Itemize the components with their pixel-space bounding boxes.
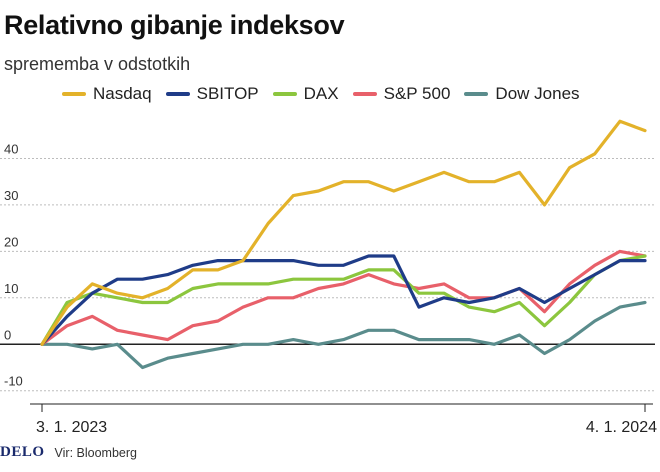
legend-item: S&P 500 <box>352 84 451 104</box>
x-tick-label: 4. 1. 2024 <box>586 419 657 436</box>
line-chart: -10 0 10 20 30 40 3. 1. 2023 4. 1. 2024 <box>0 119 657 436</box>
x-tick-label: 3. 1. 2023 <box>36 419 107 436</box>
series-line-nasdaq <box>40 119 647 346</box>
y-tick-label: 30 <box>4 188 18 203</box>
source-note: Vir: Bloomberg <box>54 445 137 460</box>
y-tick-label: 20 <box>4 234 18 249</box>
footer: DELO Vir: Bloomberg <box>0 444 137 461</box>
chart-title: Relativno gibanje indeksov <box>4 10 345 40</box>
legend-label: Dow Jones <box>495 84 580 103</box>
legend-item: SBITOP <box>165 84 259 104</box>
legend-swatch <box>272 92 297 96</box>
legend-swatch <box>165 92 190 96</box>
delo-logo: DELO <box>0 444 45 460</box>
legend-label: SBITOP <box>196 84 259 103</box>
y-tick-label: 10 <box>4 281 18 296</box>
series-line-dax <box>40 254 647 346</box>
legend-label: Nasdaq <box>93 84 152 103</box>
chart-subtitle: sprememba v odstotkih <box>4 54 191 74</box>
legend-item: DAX <box>272 84 339 104</box>
y-tick-label: 0 <box>4 327 11 342</box>
series-line-s-p-500 <box>40 249 647 346</box>
legend-item: Dow Jones <box>464 84 580 104</box>
series-line-dow-jones <box>40 300 647 370</box>
y-tick-label: -10 <box>4 374 23 389</box>
legend-swatch <box>62 92 86 96</box>
legend-item: Nasdaq <box>62 84 152 104</box>
y-tick-label: 40 <box>4 141 18 156</box>
legend-label: S&P 500 <box>383 84 451 103</box>
legend-swatch <box>352 92 377 96</box>
series-line-sbitop <box>40 254 647 346</box>
legend-label: DAX <box>303 84 339 103</box>
chart-legend: Nasdaq SBITOP DAX S&P 500 Dow Jones <box>62 84 580 104</box>
legend-swatch <box>464 92 489 96</box>
